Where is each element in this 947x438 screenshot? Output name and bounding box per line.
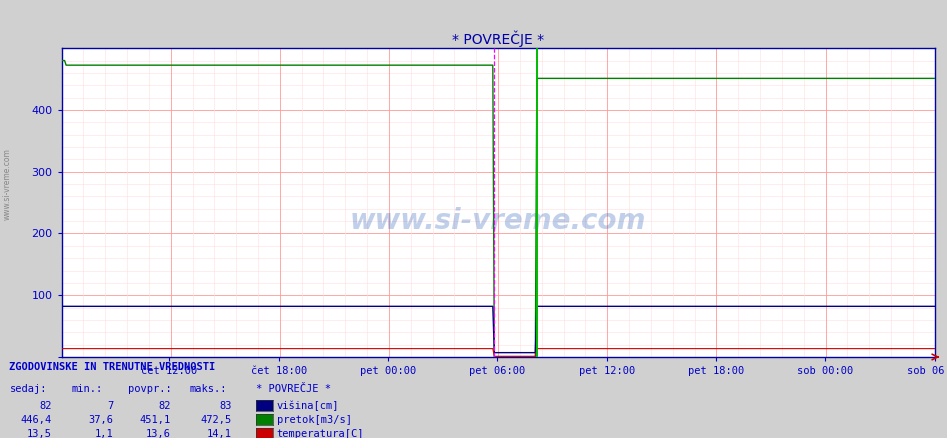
Text: www.si-vreme.com: www.si-vreme.com [3,148,12,220]
Text: 83: 83 [220,401,232,411]
Text: povpr.:: povpr.: [128,384,171,394]
Text: 7: 7 [107,401,114,411]
Text: maks.:: maks.: [189,384,227,394]
Text: 446,4: 446,4 [21,415,52,425]
Text: višina[cm]: višina[cm] [277,400,339,411]
Text: pretok[m3/s]: pretok[m3/s] [277,415,351,425]
Text: 82: 82 [40,401,52,411]
Text: * POVREČJE *: * POVREČJE * [256,384,331,394]
Text: 14,1: 14,1 [207,429,232,438]
Text: 13,5: 13,5 [27,429,52,438]
Text: www.si-vreme.com: www.si-vreme.com [349,207,647,235]
Text: sedaj:: sedaj: [9,384,47,394]
Text: ZGODOVINSKE IN TRENUTNE VREDNOSTI: ZGODOVINSKE IN TRENUTNE VREDNOSTI [9,362,216,372]
Text: 37,6: 37,6 [89,415,114,425]
Text: 82: 82 [158,401,170,411]
Text: 13,6: 13,6 [146,429,170,438]
Text: 1,1: 1,1 [95,429,114,438]
Text: 472,5: 472,5 [201,415,232,425]
Text: min.:: min.: [71,384,102,394]
Text: temperatura[C]: temperatura[C] [277,429,364,438]
Title: * POVREČJE *: * POVREČJE * [452,31,545,47]
Text: 451,1: 451,1 [139,415,170,425]
